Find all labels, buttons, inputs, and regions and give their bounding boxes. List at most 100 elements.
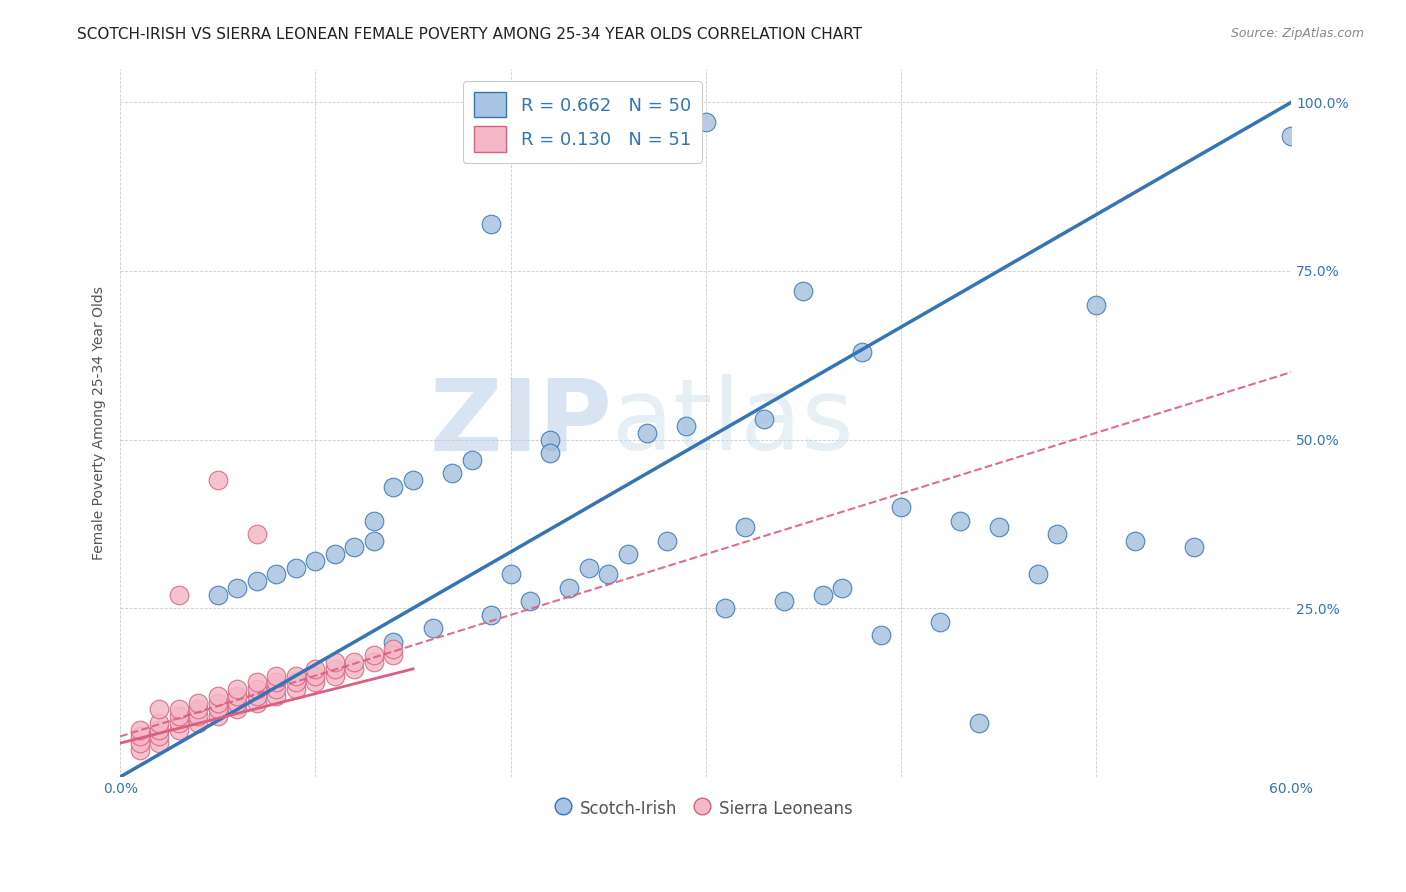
Point: [323, 547, 346, 561]
Point: [578, 560, 600, 574]
Point: [167, 709, 190, 723]
Point: [207, 702, 229, 716]
Point: [479, 217, 502, 231]
Point: [266, 682, 288, 697]
Point: [226, 689, 249, 703]
Point: [304, 662, 326, 676]
Point: [714, 601, 737, 615]
Point: [948, 514, 970, 528]
Point: [284, 668, 307, 682]
Point: [226, 702, 249, 716]
Point: [226, 581, 249, 595]
Legend: Scotch-Irish, Sierra Leoneans: Scotch-Irish, Sierra Leoneans: [553, 791, 859, 825]
Point: [284, 675, 307, 690]
Point: [499, 567, 522, 582]
Point: [929, 615, 952, 629]
Point: [460, 452, 482, 467]
Point: [323, 655, 346, 669]
Point: [284, 682, 307, 697]
Y-axis label: Female Poverty Among 25-34 Year Olds: Female Poverty Among 25-34 Year Olds: [93, 285, 107, 559]
Point: [636, 425, 658, 440]
Point: [128, 730, 150, 744]
Point: [246, 696, 269, 710]
Point: [266, 675, 288, 690]
Point: [1046, 527, 1069, 541]
Point: [246, 689, 269, 703]
Point: [382, 641, 405, 656]
Point: [167, 702, 190, 716]
Point: [538, 446, 561, 460]
Point: [266, 689, 288, 703]
Point: [207, 689, 229, 703]
Point: [187, 702, 209, 716]
Point: [207, 588, 229, 602]
Point: [655, 533, 678, 548]
Point: [382, 648, 405, 663]
Point: [831, 581, 853, 595]
Point: [187, 709, 209, 723]
Point: [304, 675, 326, 690]
Point: [598, 567, 620, 582]
Point: [148, 702, 170, 716]
Point: [754, 412, 776, 426]
Point: [402, 473, 425, 487]
Point: [363, 648, 385, 663]
Point: [890, 500, 912, 514]
Point: [207, 696, 229, 710]
Point: [870, 628, 893, 642]
Point: [343, 655, 366, 669]
Point: [558, 581, 581, 595]
Point: [167, 723, 190, 737]
Point: [148, 715, 170, 730]
Point: [246, 675, 269, 690]
Point: [266, 567, 288, 582]
Point: [167, 715, 190, 730]
Point: [128, 723, 150, 737]
Point: [323, 662, 346, 676]
Point: [246, 574, 269, 589]
Point: [382, 480, 405, 494]
Point: [441, 467, 464, 481]
Point: [987, 520, 1010, 534]
Point: [148, 723, 170, 737]
Point: [1026, 567, 1049, 582]
Point: [363, 533, 385, 548]
Point: [266, 668, 288, 682]
Point: [343, 541, 366, 555]
Point: [246, 527, 269, 541]
Point: [207, 709, 229, 723]
Text: Source: ZipAtlas.com: Source: ZipAtlas.com: [1230, 27, 1364, 40]
Point: [363, 514, 385, 528]
Text: atlas: atlas: [612, 374, 853, 471]
Text: SCOTCH-IRISH VS SIERRA LEONEAN FEMALE POVERTY AMONG 25-34 YEAR OLDS CORRELATION : SCOTCH-IRISH VS SIERRA LEONEAN FEMALE PO…: [77, 27, 862, 42]
Point: [187, 715, 209, 730]
Point: [773, 594, 796, 608]
Point: [207, 473, 229, 487]
Point: [187, 696, 209, 710]
Point: [811, 588, 834, 602]
Point: [519, 594, 541, 608]
Point: [284, 560, 307, 574]
Point: [304, 554, 326, 568]
Point: [1085, 298, 1108, 312]
Point: [538, 433, 561, 447]
Point: [343, 662, 366, 676]
Point: [246, 682, 269, 697]
Point: [167, 588, 190, 602]
Point: [734, 520, 756, 534]
Point: [363, 655, 385, 669]
Point: [695, 115, 717, 129]
Point: [304, 668, 326, 682]
Point: [323, 668, 346, 682]
Point: [479, 607, 502, 622]
Point: [1279, 128, 1302, 143]
Point: [616, 547, 638, 561]
Point: [792, 284, 814, 298]
Point: [1182, 541, 1205, 555]
Point: [148, 736, 170, 750]
Point: [675, 419, 697, 434]
Point: [128, 743, 150, 757]
Point: [382, 635, 405, 649]
Point: [148, 730, 170, 744]
Point: [422, 622, 444, 636]
